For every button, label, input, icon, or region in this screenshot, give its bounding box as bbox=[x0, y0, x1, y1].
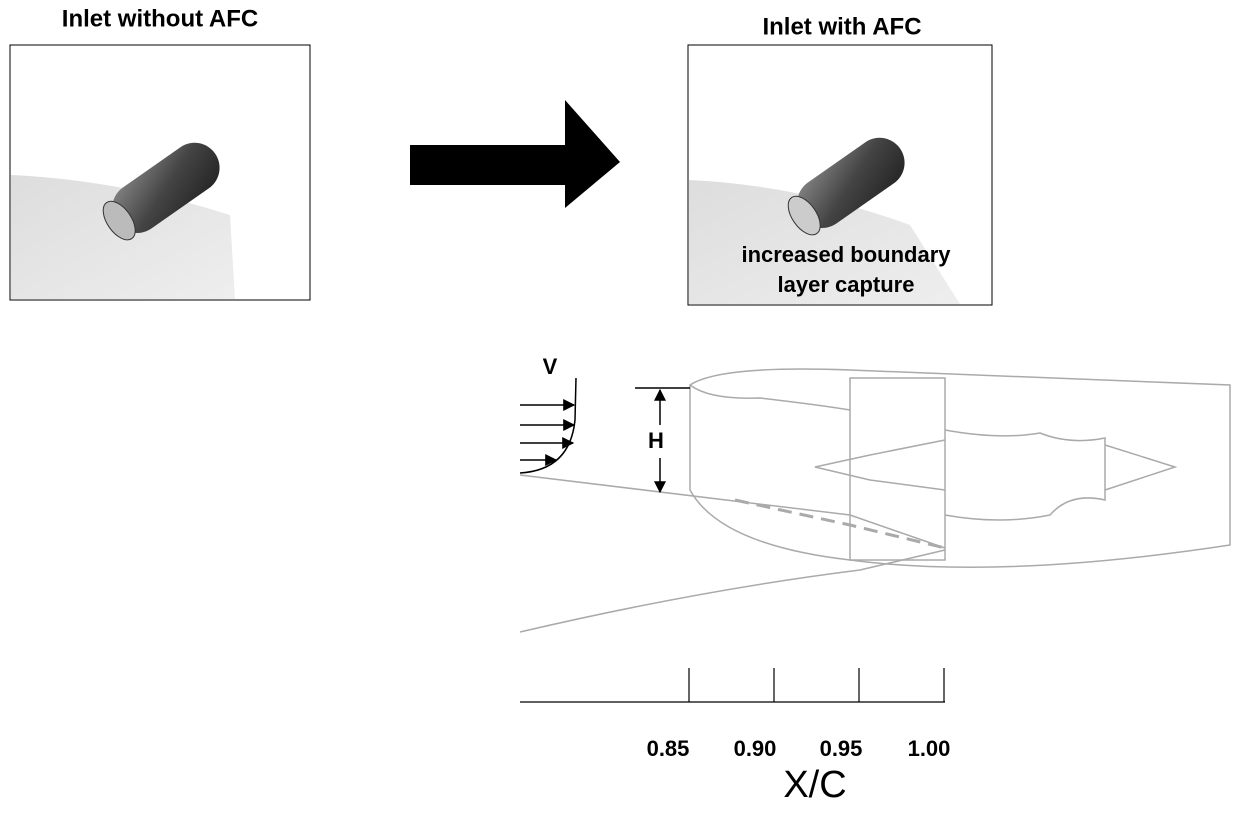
transition-arrow bbox=[410, 100, 620, 208]
caption-line: increased boundary bbox=[741, 242, 951, 267]
nacelle bbox=[787, 137, 905, 236]
velocity-profile bbox=[519, 377, 577, 474]
engine-sketch bbox=[519, 368, 1231, 633]
scale-label: 0.95 bbox=[820, 736, 863, 761]
axis-label: X/C bbox=[783, 764, 846, 806]
scale-label: 1.00 bbox=[908, 736, 951, 761]
panel-title: Inlet with AFC bbox=[762, 13, 921, 40]
nacelle bbox=[102, 142, 220, 241]
panel-title: Inlet without AFC bbox=[62, 5, 258, 32]
scale-label: 0.90 bbox=[734, 736, 777, 761]
caption-line: layer capture bbox=[778, 272, 915, 297]
scale bbox=[520, 668, 945, 703]
dashed-line bbox=[734, 498, 946, 550]
height-label: H bbox=[648, 428, 664, 453]
velocity-label: V bbox=[543, 354, 558, 379]
height-dimension bbox=[635, 387, 690, 494]
wing bbox=[689, 180, 960, 304]
scale-label: 0.85 bbox=[647, 736, 690, 761]
